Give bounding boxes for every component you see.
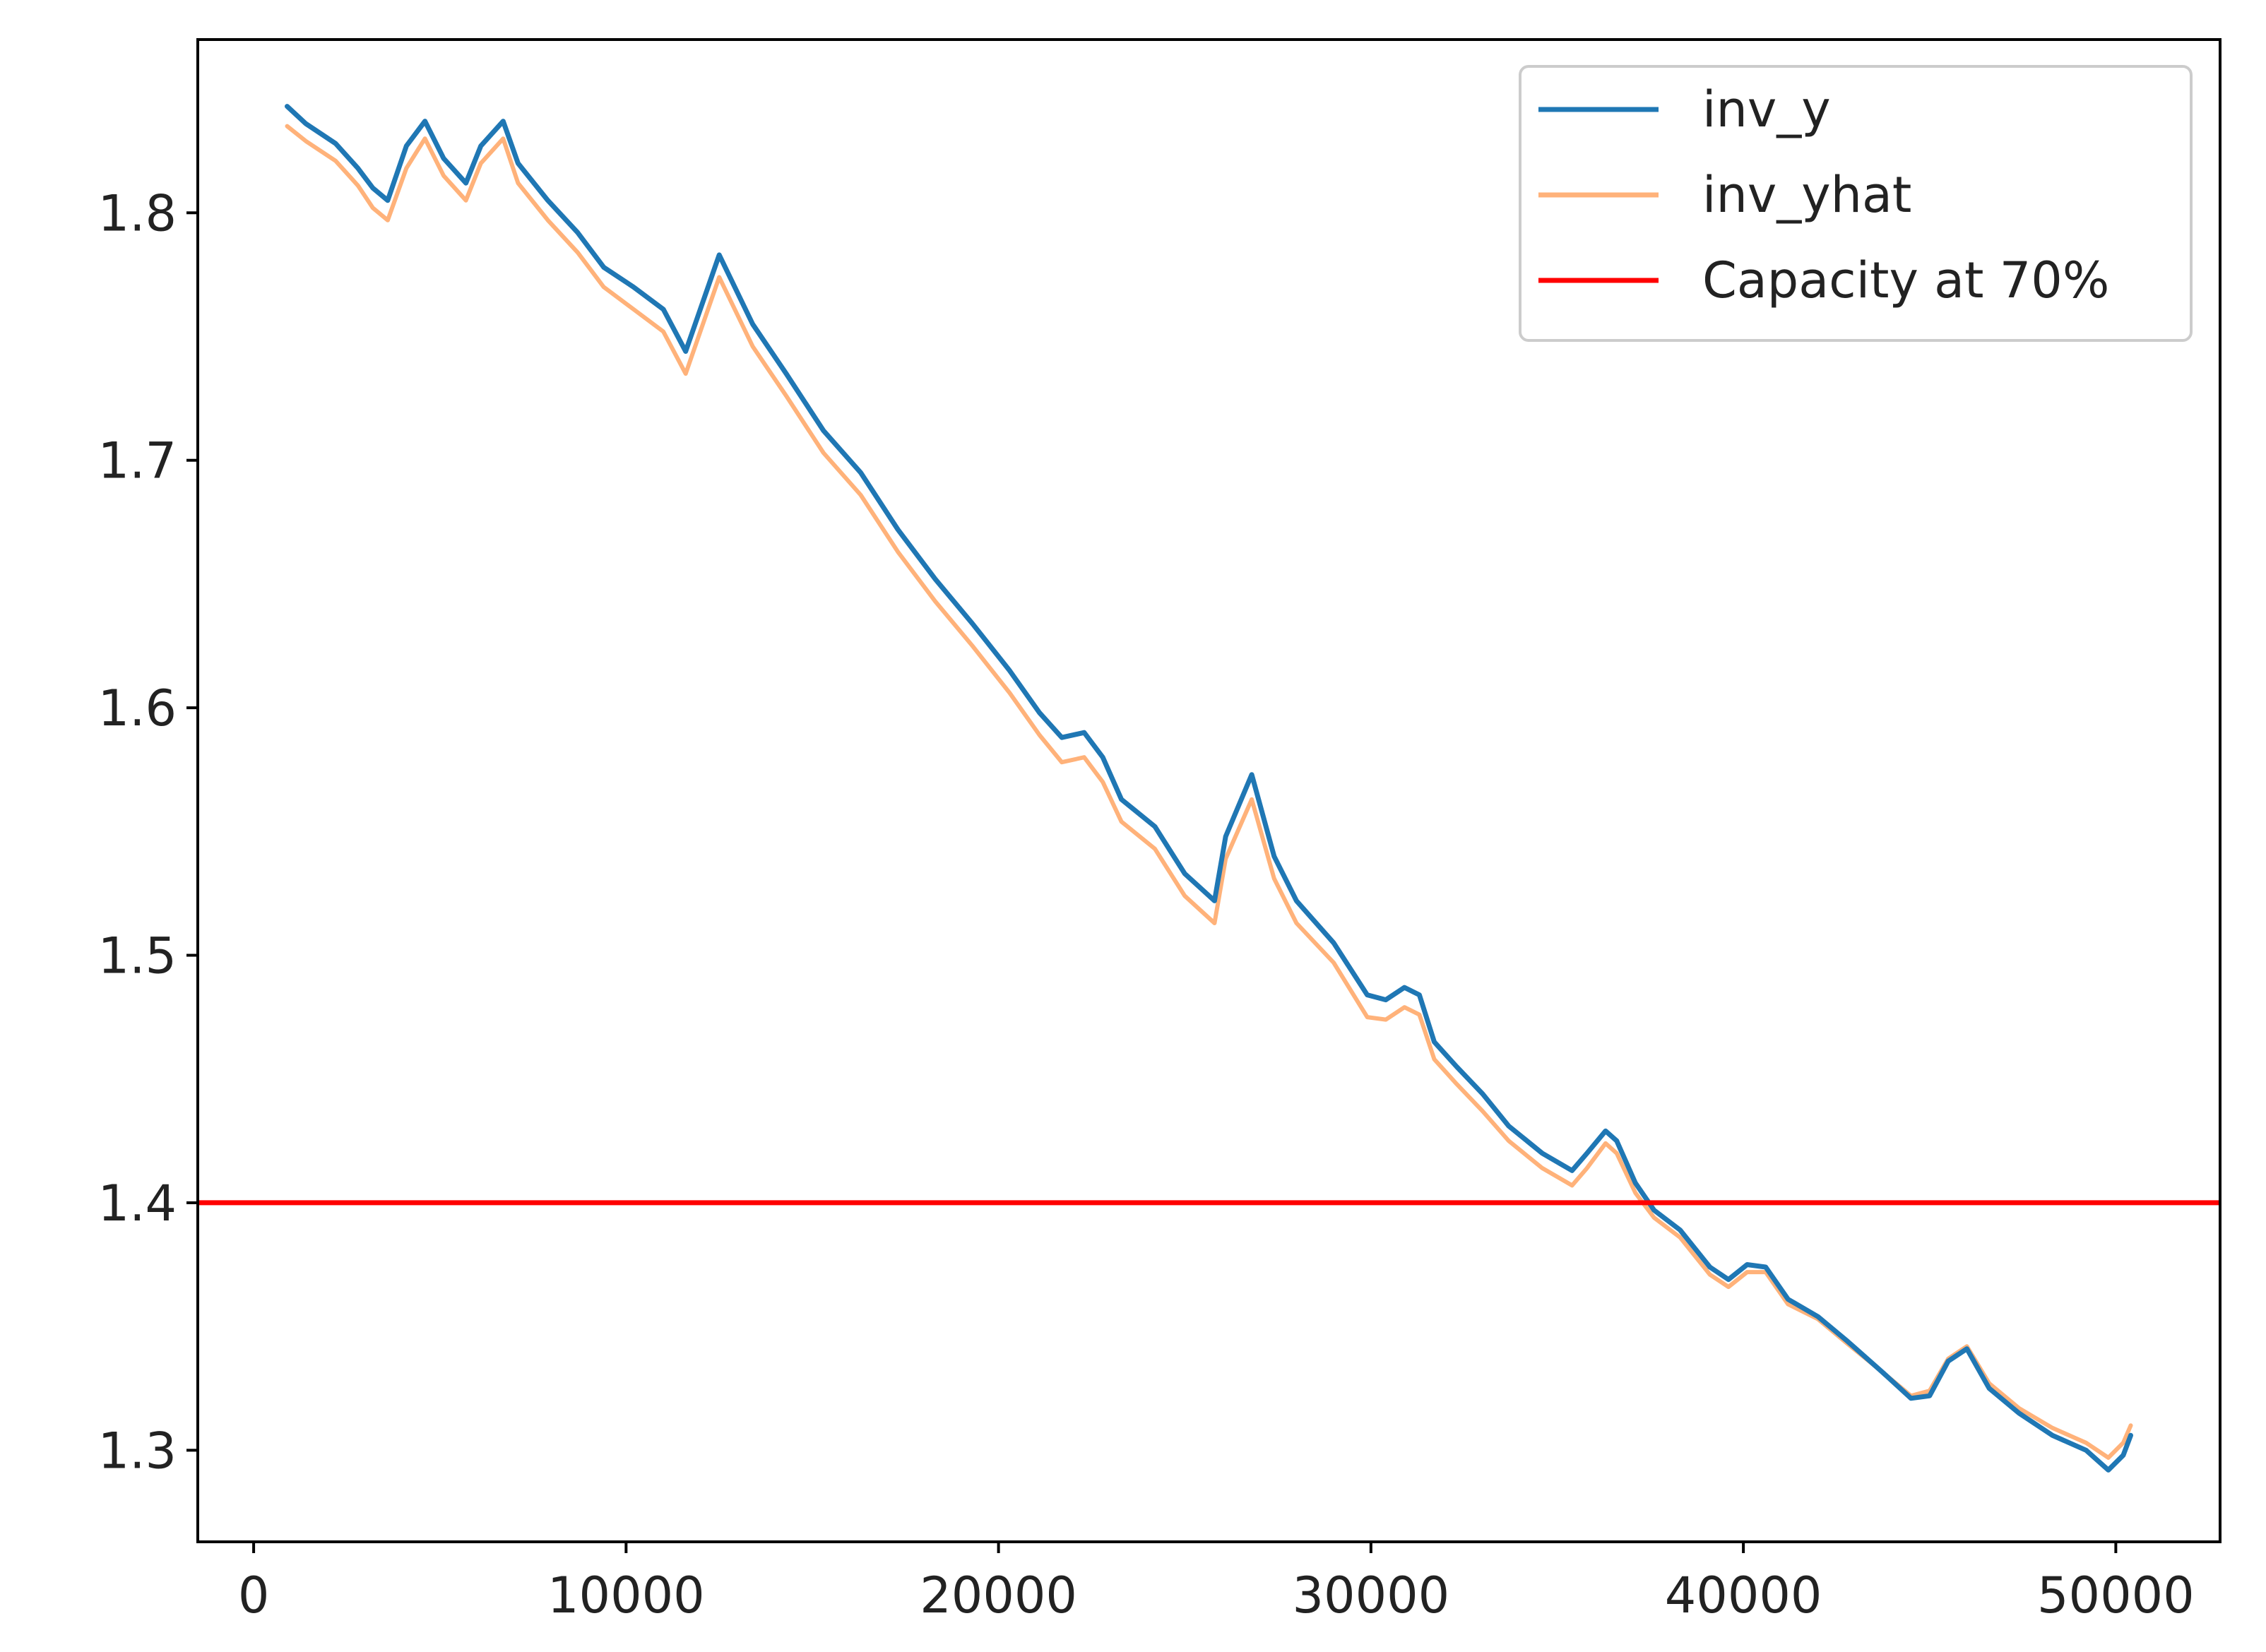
x-tick-label: 10000 xyxy=(547,1567,705,1624)
y-tick-label: 1.5 xyxy=(98,927,177,985)
legend-label: inv_y xyxy=(1702,81,1831,138)
x-tick-label: 30000 xyxy=(1293,1567,1450,1624)
y-tick-label: 1.6 xyxy=(98,679,177,737)
y-tick-label: 1.3 xyxy=(98,1422,177,1480)
y-axis: 1.3 1.4 1.5 1.6 1.7 1.8 xyxy=(98,184,198,1480)
y-tick-label: 1.8 xyxy=(98,184,177,242)
x-tick-label: 20000 xyxy=(920,1567,1077,1624)
series-line-inv-y xyxy=(285,104,2133,1473)
x-tick-label: 40000 xyxy=(1665,1567,1822,1624)
x-tick-label: 0 xyxy=(238,1567,270,1624)
legend-label: Capacity at 70% xyxy=(1702,251,2109,309)
x-tick-label: 50000 xyxy=(2037,1567,2195,1624)
legend-box xyxy=(1519,65,2193,342)
y-tick-label: 1.7 xyxy=(98,432,177,490)
legend: inv_y inv_yhat Capacity at 70% xyxy=(1519,65,2193,342)
plot-frame xyxy=(196,38,2221,1543)
x-axis: 0 10000 20000 30000 40000 50000 xyxy=(238,1542,2195,1624)
legend-label: inv_yhat xyxy=(1702,166,1911,224)
y-tick-label: 1.4 xyxy=(98,1175,177,1232)
series-layer xyxy=(198,104,2220,1473)
